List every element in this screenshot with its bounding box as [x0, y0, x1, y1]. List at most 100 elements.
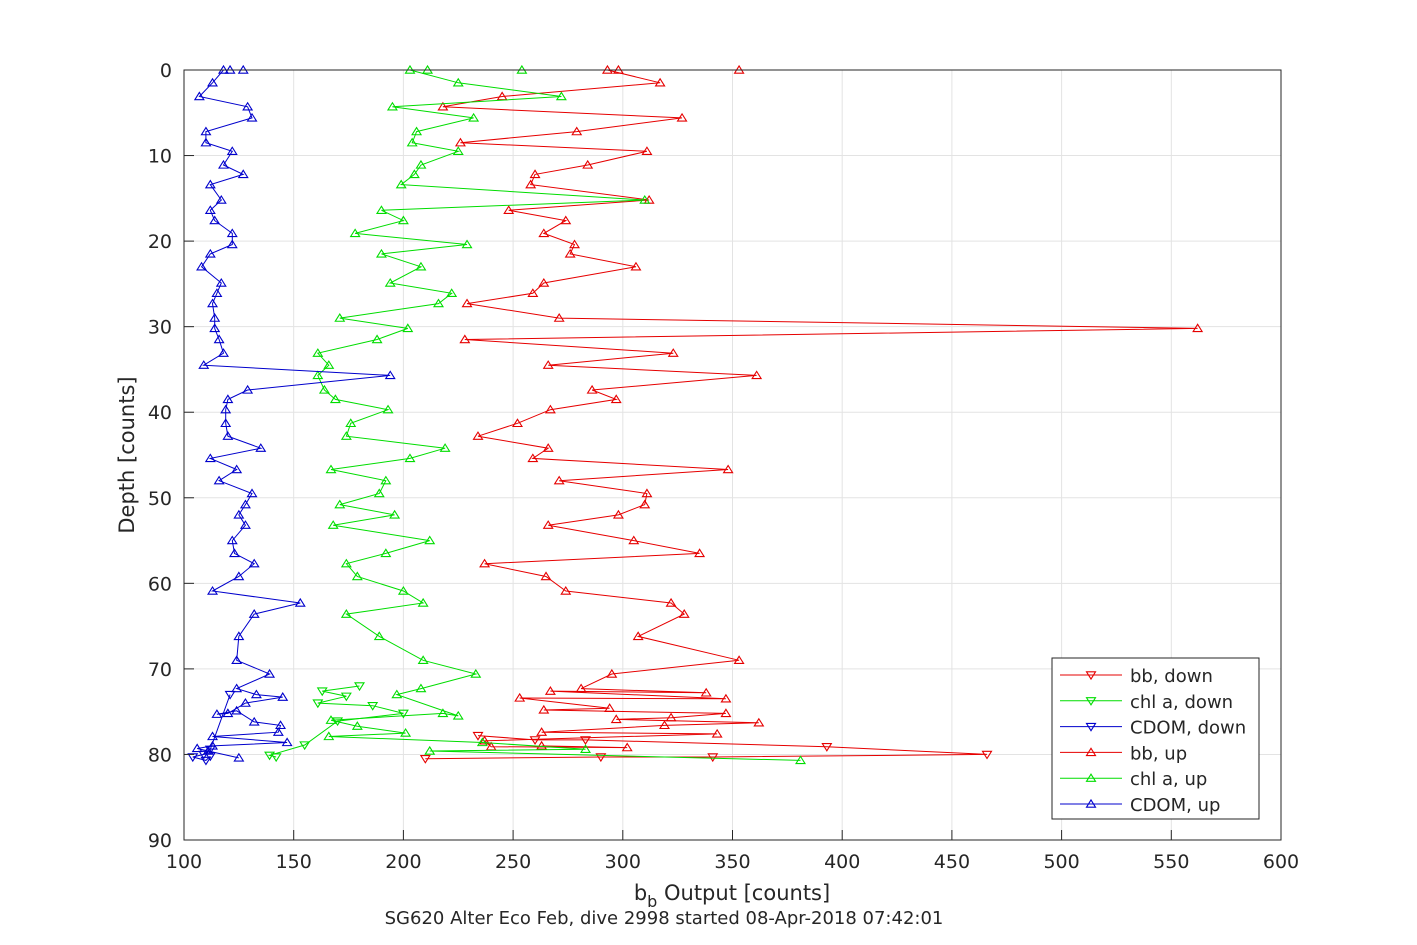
data-point: [200, 126, 212, 136]
data-point: [711, 728, 723, 738]
data-point: [325, 464, 337, 474]
data-point: [439, 443, 451, 452]
data-point: [237, 169, 249, 179]
data-point: [215, 194, 227, 204]
data-point: [538, 277, 550, 287]
data-point: [700, 687, 712, 697]
data-point: [204, 205, 216, 215]
data-point: [264, 668, 276, 678]
data-point: [380, 475, 392, 485]
data-point: [452, 710, 464, 720]
x-axis-label-rest: Output [counts]: [657, 881, 830, 905]
data-point: [606, 668, 618, 678]
x-tick-label: 500: [1043, 851, 1079, 873]
data-point: [375, 205, 387, 215]
data-point: [207, 77, 219, 87]
data-point: [733, 655, 745, 665]
y-tick-label: 90: [148, 830, 172, 852]
data-point: [228, 548, 240, 558]
data-point: [248, 716, 260, 726]
data-point: [198, 360, 210, 369]
data-point: [294, 597, 306, 607]
data-point: [511, 418, 523, 428]
x-tick-label: 450: [934, 851, 970, 873]
data-point: [187, 753, 199, 763]
data-point: [351, 571, 363, 581]
data-point: [621, 742, 633, 752]
data-point: [351, 721, 363, 730]
data-point: [193, 91, 205, 101]
data-point: [459, 334, 471, 344]
data-point: [239, 698, 251, 707]
data-point: [454, 137, 466, 147]
data-point: [275, 720, 287, 730]
data-point: [538, 704, 550, 714]
data-point: [604, 703, 616, 712]
x-tick-label: 150: [276, 851, 312, 873]
data-point: [220, 404, 232, 414]
data-point: [215, 277, 227, 287]
x-tick-label: 250: [495, 851, 531, 873]
data-point: [231, 655, 243, 665]
data-point: [564, 248, 576, 258]
data-point: [527, 288, 539, 298]
x-axis-label-main: b: [634, 881, 647, 905]
data-point: [479, 558, 491, 568]
series-bb-down: [419, 731, 993, 764]
data-point: [582, 159, 594, 169]
data-point: [437, 708, 449, 718]
data-point: [395, 179, 407, 189]
data-point: [327, 520, 339, 529]
x-tick-label: 100: [166, 851, 202, 873]
data-point: [200, 137, 212, 147]
data-point: [209, 323, 221, 333]
data-point: [386, 101, 398, 111]
data-point: [461, 298, 473, 308]
data-point: [226, 228, 238, 238]
data-point: [676, 112, 688, 122]
data-point: [270, 753, 282, 763]
data-point: [612, 509, 624, 519]
data-point: [400, 727, 412, 737]
data-point: [242, 384, 254, 394]
data-point: [239, 499, 251, 509]
data-point: [720, 708, 732, 718]
legend-marker: [1085, 697, 1097, 706]
data-point: [476, 737, 488, 747]
x-tick-label: 300: [605, 851, 641, 873]
data-point: [720, 693, 732, 703]
y-axis-label: Depth [counts]: [115, 376, 139, 533]
legend-label: chl a, down: [1130, 692, 1233, 713]
data-point: [204, 453, 216, 463]
data-point: [397, 585, 409, 595]
data-point: [226, 146, 238, 155]
data-point: [433, 298, 444, 308]
data-point: [380, 548, 392, 558]
data-point: [382, 404, 394, 414]
series-line: [316, 69, 801, 761]
data-point: [610, 394, 622, 404]
data-point: [217, 348, 229, 357]
data-point: [233, 752, 245, 762]
data-point: [544, 404, 556, 414]
data-point: [397, 215, 409, 225]
data-point: [272, 727, 284, 736]
data-point: [632, 631, 644, 641]
data-point: [415, 683, 427, 693]
data-point: [821, 743, 833, 752]
data-point: [536, 740, 548, 750]
data-point: [233, 631, 245, 641]
data-point: [213, 334, 225, 344]
data-point: [209, 215, 221, 225]
data-point: [204, 179, 216, 189]
data-point: [406, 137, 418, 147]
data-point: [209, 313, 221, 322]
data-point: [222, 394, 234, 404]
data-point: [667, 348, 679, 357]
data-point: [461, 239, 473, 249]
data-point: [654, 77, 666, 87]
data-point: [217, 159, 229, 169]
legend-label: CDOM, up: [1130, 795, 1220, 816]
y-tick-label: 50: [148, 488, 172, 510]
data-point: [529, 169, 541, 179]
